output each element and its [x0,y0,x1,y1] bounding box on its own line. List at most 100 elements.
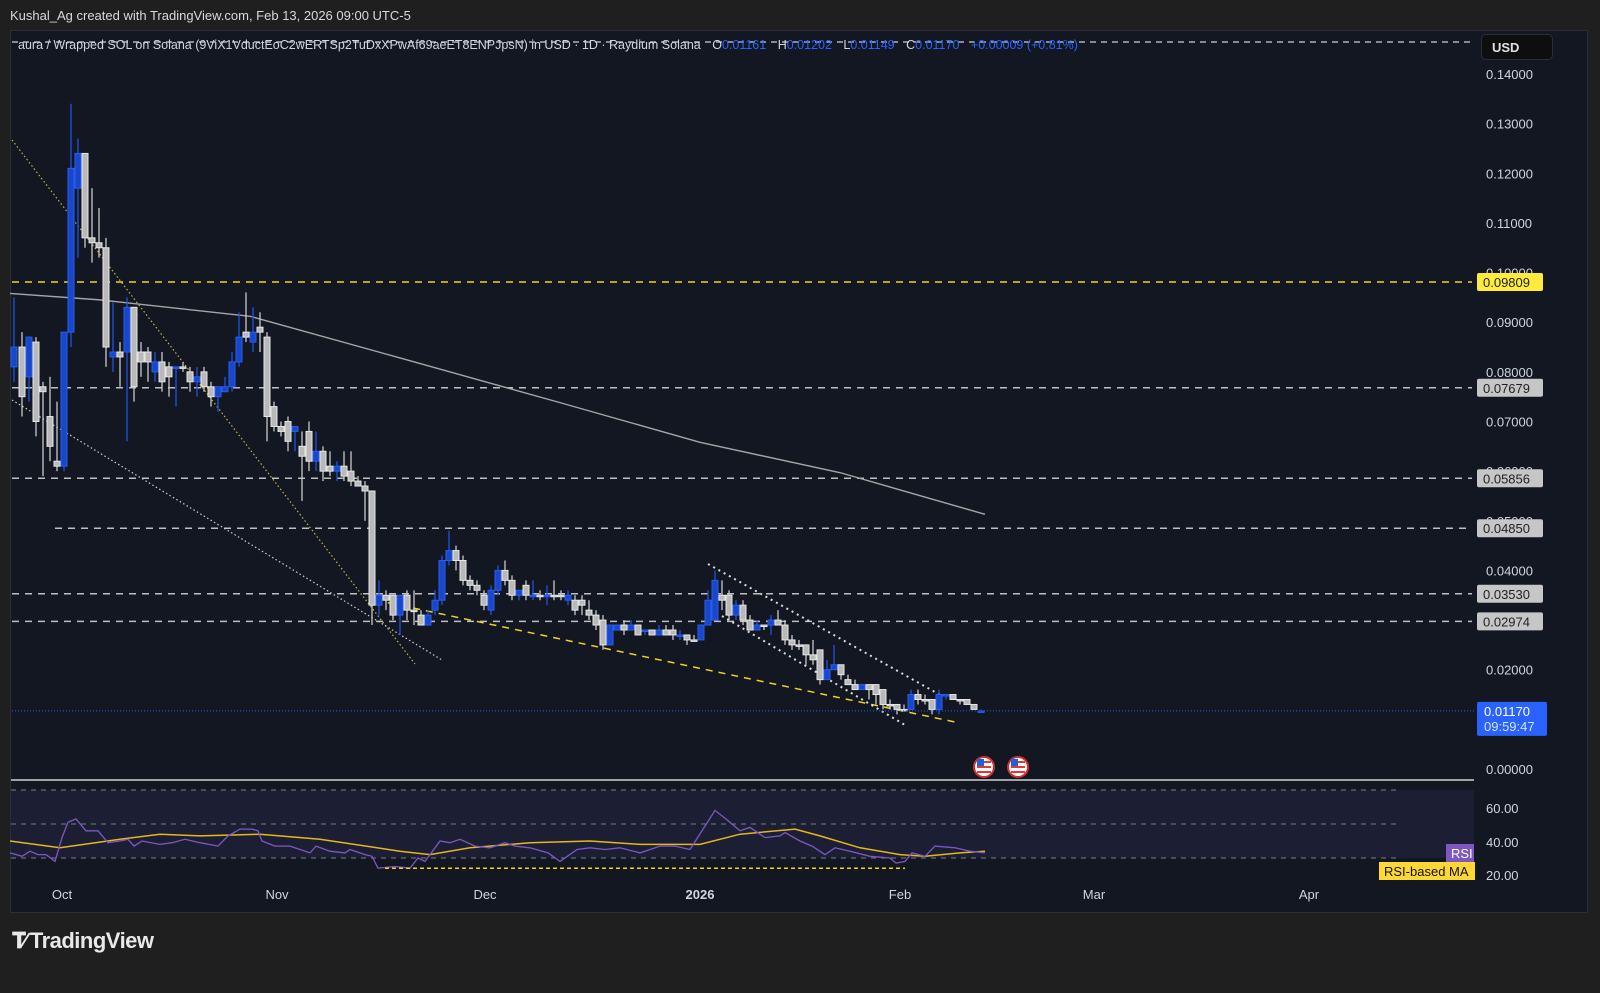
currency-button[interactable]: USD [1481,34,1553,60]
candle[interactable] [648,629,656,636]
candle[interactable] [662,625,670,636]
candle[interactable] [774,610,782,626]
candle[interactable] [718,580,726,611]
candle[interactable] [375,580,383,616]
candle[interactable] [522,580,530,601]
candle[interactable] [837,664,845,680]
candle[interactable] [473,580,481,596]
candle[interactable] [158,352,166,392]
candle[interactable] [95,208,103,258]
us-event-flag-icon[interactable] [1007,756,1029,778]
channel-upper-line[interactable] [707,563,943,697]
candle[interactable] [207,381,215,407]
candle[interactable] [382,590,390,611]
candle[interactable] [599,615,607,650]
candle[interactable] [452,545,460,571]
candle[interactable] [417,610,425,626]
candle[interactable] [242,292,250,343]
candle[interactable] [683,634,691,645]
candle[interactable] [361,481,369,521]
candle[interactable] [613,624,621,631]
candle[interactable] [74,138,82,258]
candle[interactable] [641,629,649,635]
candle[interactable] [32,337,40,437]
candle[interactable] [53,401,61,472]
candle[interactable] [172,366,180,407]
channel-lower-line[interactable] [721,615,906,726]
candle[interactable] [711,570,719,621]
candle[interactable] [746,615,754,631]
candle[interactable] [571,595,579,616]
candle[interactable] [445,530,453,566]
candle[interactable] [529,580,537,601]
candle[interactable] [809,639,817,665]
candle[interactable] [25,336,33,402]
symbol-legend[interactable]: aura / Wrapped SOL on Solana (9ViX1Vduct… [18,38,1078,52]
candle[interactable] [627,620,635,631]
candle[interactable] [900,704,908,712]
candle[interactable] [655,625,663,636]
candle[interactable] [396,594,404,635]
candle[interactable] [823,659,831,681]
candle[interactable] [459,555,467,586]
candle[interactable] [851,679,859,691]
candle[interactable] [424,610,432,626]
candle[interactable] [844,674,852,686]
candle[interactable] [389,594,397,621]
candle[interactable] [536,590,544,601]
candle[interactable] [263,332,271,442]
candle[interactable] [753,620,761,631]
candle[interactable] [725,590,733,621]
candle[interactable] [214,386,222,412]
candle[interactable] [235,312,243,367]
candle[interactable] [690,634,698,642]
candle[interactable] [249,307,257,352]
candle[interactable] [501,560,509,586]
candle[interactable] [970,703,978,710]
candle[interactable] [585,600,593,621]
candle[interactable] [704,590,712,626]
candle[interactable] [403,590,411,621]
candle[interactable] [116,342,124,387]
candle[interactable] [466,575,474,591]
candle[interactable] [760,624,768,630]
candle[interactable] [956,699,964,705]
candle[interactable] [557,590,565,601]
candle[interactable] [914,689,922,705]
chart-frame[interactable] [10,30,1588,913]
candle[interactable] [354,476,362,487]
candle[interactable] [179,361,187,372]
candle[interactable] [270,401,278,432]
candle[interactable] [921,694,929,705]
candle[interactable] [865,684,873,700]
candle[interactable] [620,620,628,635]
candle[interactable] [942,694,950,700]
candle[interactable] [480,590,488,611]
support-trendline[interactable] [374,599,956,723]
candle[interactable] [494,565,502,596]
candle[interactable] [935,689,943,715]
candle[interactable] [277,421,285,437]
candle[interactable] [879,689,887,710]
candle[interactable] [802,644,810,665]
candle[interactable] [144,347,152,382]
candle[interactable] [515,589,523,601]
candle[interactable] [340,451,348,482]
candle[interactable] [858,684,866,691]
us-event-flag-icon[interactable] [973,756,995,778]
candle[interactable] [732,600,740,621]
candle[interactable] [312,431,320,472]
candle[interactable] [963,699,971,705]
candle[interactable] [200,366,208,392]
candle[interactable] [305,421,313,472]
candle[interactable] [431,590,439,616]
moving-average-line[interactable] [9,292,986,516]
candle[interactable] [102,237,110,367]
candle[interactable] [606,624,614,646]
candle[interactable] [347,451,355,487]
candle[interactable] [18,332,26,417]
candle[interactable] [907,689,915,710]
candle[interactable] [284,416,292,452]
candle[interactable] [816,649,824,685]
